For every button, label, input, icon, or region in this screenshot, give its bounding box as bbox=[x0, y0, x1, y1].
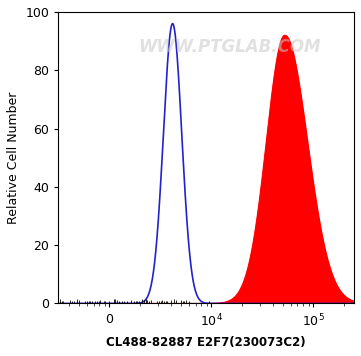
X-axis label: CL488-82887 E2F7(230073C2): CL488-82887 E2F7(230073C2) bbox=[106, 336, 306, 349]
Y-axis label: Relative Cell Number: Relative Cell Number bbox=[7, 91, 20, 224]
Text: WWW.PTGLAB.COM: WWW.PTGLAB.COM bbox=[139, 38, 321, 56]
